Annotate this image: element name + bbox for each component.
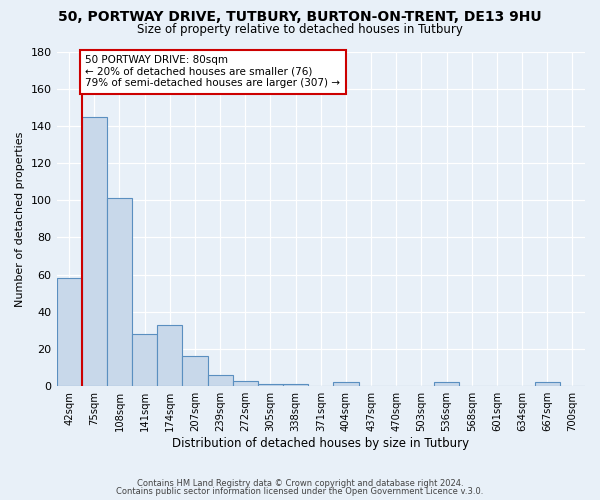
Text: 50, PORTWAY DRIVE, TUTBURY, BURTON-ON-TRENT, DE13 9HU: 50, PORTWAY DRIVE, TUTBURY, BURTON-ON-TR… (58, 10, 542, 24)
Text: Contains HM Land Registry data © Crown copyright and database right 2024.: Contains HM Land Registry data © Crown c… (137, 478, 463, 488)
Bar (535, 382, 560, 386)
Bar (182, 356, 208, 386)
Bar (157, 325, 182, 386)
Text: Contains public sector information licensed under the Open Government Licence v.: Contains public sector information licen… (116, 487, 484, 496)
Bar (258, 384, 283, 386)
Text: Size of property relative to detached houses in Tutbury: Size of property relative to detached ho… (137, 22, 463, 36)
Bar (208, 375, 233, 386)
Bar (56, 278, 82, 386)
Bar (82, 116, 107, 386)
Bar (132, 334, 157, 386)
Text: 50 PORTWAY DRIVE: 80sqm
← 20% of detached houses are smaller (76)
79% of semi-de: 50 PORTWAY DRIVE: 80sqm ← 20% of detache… (85, 55, 340, 88)
Y-axis label: Number of detached properties: Number of detached properties (15, 131, 25, 306)
X-axis label: Distribution of detached houses by size in Tutbury: Distribution of detached houses by size … (172, 437, 469, 450)
Bar (233, 380, 258, 386)
Bar (334, 382, 359, 386)
Bar (434, 382, 459, 386)
Bar (107, 198, 132, 386)
Bar (283, 384, 308, 386)
